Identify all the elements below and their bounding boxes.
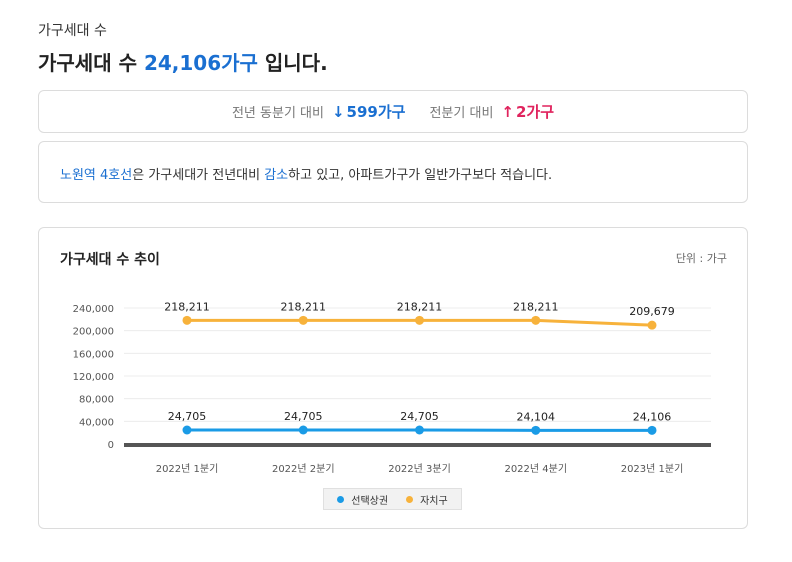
data-label: 24,705 <box>168 410 207 423</box>
qoq-value: ↑ 2가구 <box>501 101 554 122</box>
data-label: 24,106 <box>633 410 672 423</box>
x-tick-label: 2022년 2분기 <box>272 463 335 475</box>
y-tick-label: 240,000 <box>73 304 114 315</box>
legend-item: 자치구 <box>406 492 448 507</box>
data-point <box>531 315 541 325</box>
data-point <box>298 425 308 435</box>
y-tick-label: 160,000 <box>73 349 114 360</box>
y-tick-label: 0 <box>108 440 114 451</box>
y-tick-label: 120,000 <box>73 372 114 383</box>
chart-title: 가구세대 수 추이 <box>60 252 160 268</box>
line-chart: 0 40,000 80,000 120,000 160,000 200,000 240,00… <box>73 300 711 475</box>
y-tick-label: 80,000 <box>79 395 114 406</box>
data-label: 218,211 <box>397 300 443 313</box>
legend-dot-icon <box>337 495 345 503</box>
data-point <box>647 425 657 435</box>
data-label: 209,679 <box>629 305 675 318</box>
data-label: 24,104 <box>517 410 556 423</box>
legend-label: 자치구 <box>420 495 448 507</box>
data-label: 24,705 <box>284 410 323 423</box>
chart-card: 가구세대 수 추이 단위 : 가구 0 40,000 80,000 120,000 16… <box>38 227 748 529</box>
legend-item: 선택상권 <box>337 492 388 507</box>
headline-prefix: 가구세대 수 <box>38 51 144 75</box>
qoq-value-text: 2가구 <box>515 103 555 121</box>
data-label: 218,211 <box>281 300 327 313</box>
data-label: 218,211 <box>513 300 559 313</box>
yoy-label: 전년 동분기 대비 <box>231 106 324 121</box>
summary-text-1: 은 가구세대가 전년대비 <box>132 168 265 183</box>
legend-label: 선택상권 <box>351 495 389 507</box>
summary-text-2: 하고 있고, 아파트가구가 일반가구보다 적습니다. <box>288 168 553 183</box>
data-point <box>647 320 657 330</box>
data-point <box>415 425 424 435</box>
arrow-down-icon: ↓ <box>331 103 345 121</box>
yoy-comparison: 전년 동분기 대비 ↓ 599가구 <box>232 101 406 122</box>
data-point <box>298 315 308 325</box>
data-label: 218,211 <box>164 300 210 313</box>
x-tick-label: 2022년 1분기 <box>156 463 219 475</box>
comparison-card: 전년 동분기 대비 ↓ 599가구 전분기 대비 ↑ 2가구 <box>38 90 748 133</box>
x-tick-label: 2023년 1분기 <box>621 463 684 475</box>
summary-trend: 감소 <box>264 168 289 183</box>
data-point <box>415 315 424 325</box>
chart-unit: 단위 : 가구 <box>675 252 727 265</box>
arrow-up-icon: ↑ <box>501 103 514 121</box>
x-tick-label: 2022년 4분기 <box>504 463 567 475</box>
chart-legend: 선택상권 자치구 <box>323 488 462 510</box>
qoq-label: 전분기 대비 <box>429 106 494 121</box>
y-tick-label: 200,000 <box>73 327 114 338</box>
summary-card: 노원역 4호선은 가구세대가 전년대비 감소하고 있고, 아파트가구가 일반가구… <box>38 141 748 203</box>
yoy-value: ↓ 599가구 <box>332 101 406 122</box>
legend-dot-icon <box>406 495 414 503</box>
summary-area: 노원역 4호선 <box>60 168 133 183</box>
data-label: 24,705 <box>400 410 439 423</box>
data-point <box>182 315 192 325</box>
page-title: 가구세대 수 24,106가구 입니다. <box>38 47 328 76</box>
qoq-comparison: 전분기 대비 ↑ 2가구 <box>429 101 554 122</box>
section-label: 가구세대 수 <box>38 23 107 39</box>
headline-suffix: 입니다. <box>257 51 328 75</box>
data-point <box>531 425 541 435</box>
data-point <box>182 425 192 435</box>
y-tick-label: 40,000 <box>79 417 114 428</box>
headline-value: 24,106가구 <box>143 51 258 75</box>
yoy-value-text: 599가구 <box>346 103 406 121</box>
x-tick-label: 2022년 3분기 <box>388 463 451 475</box>
